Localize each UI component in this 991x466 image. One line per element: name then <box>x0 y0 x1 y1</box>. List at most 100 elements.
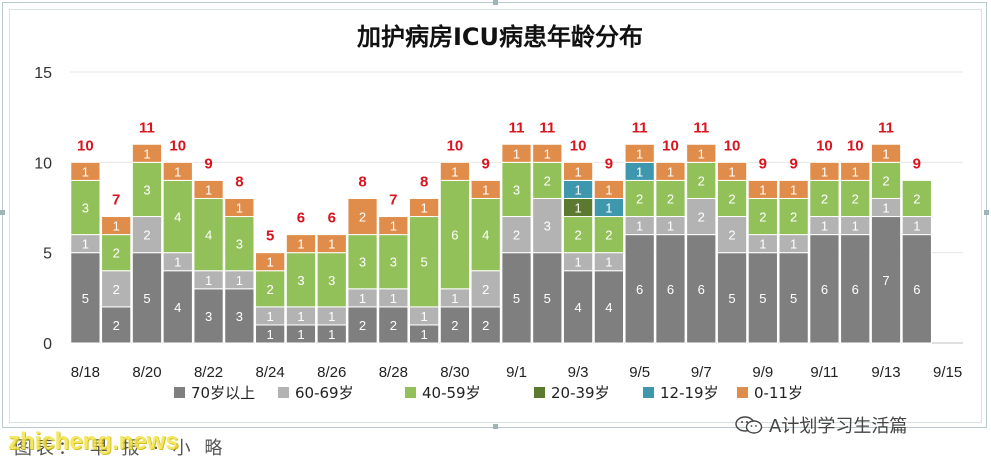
data-label: 3 <box>143 182 150 197</box>
data-label: 1 <box>882 201 889 216</box>
footer: 图表： 早 报 · 小 略 zhicheng.news A计划学习生活篇 <box>0 416 991 466</box>
data-label: 3 <box>205 309 212 324</box>
chart-frame-inner <box>9 9 982 423</box>
bar-segment <box>778 179 809 199</box>
data-label: 1 <box>236 201 243 216</box>
data-label: 1 <box>267 309 274 324</box>
bar-segment <box>408 197 440 218</box>
data-label: 1 <box>636 146 643 161</box>
data-label: 1 <box>143 146 150 161</box>
data-label: 1 <box>421 309 428 324</box>
data-label: 7 <box>882 273 889 288</box>
data-label: 1 <box>698 146 705 161</box>
resize-handle-bottom[interactable] <box>493 424 498 429</box>
data-label: 2 <box>698 173 705 188</box>
bar-segment <box>101 270 132 308</box>
total-label: 11 <box>509 119 525 136</box>
data-label: 1 <box>728 164 735 179</box>
wechat-account-name: A计划学习生活篇 <box>769 416 908 437</box>
data-label: 1 <box>390 219 397 234</box>
x-tick-label: 9/3 <box>568 364 589 381</box>
legend-label: 60-69岁 <box>295 384 354 402</box>
bar-segment <box>470 179 501 199</box>
data-label: 5 <box>143 291 150 306</box>
data-label: 2 <box>113 318 120 333</box>
data-label: 1 <box>236 273 243 288</box>
data-label: 1 <box>852 164 859 179</box>
data-label: 1 <box>636 219 643 234</box>
data-label: 2 <box>113 246 120 261</box>
bar-segment <box>470 197 501 272</box>
bar-segment <box>224 216 255 272</box>
legend-label: 70岁以上 <box>191 384 255 402</box>
legend-swatch <box>534 387 545 398</box>
data-label: 1 <box>636 164 643 179</box>
data-label: 1 <box>82 237 89 252</box>
bar-segment <box>255 252 286 272</box>
data-label: 2 <box>267 282 274 297</box>
data-label: 1 <box>605 201 612 216</box>
data-label: 2 <box>482 282 489 297</box>
data-label: 2 <box>913 191 920 206</box>
data-label: 1 <box>174 255 181 270</box>
legend-swatch <box>278 387 289 398</box>
data-label: 2 <box>482 318 489 333</box>
total-label: 9 <box>605 155 613 172</box>
data-label: 3 <box>236 309 243 324</box>
data-label: 1 <box>451 291 458 306</box>
data-label: 4 <box>174 300 181 315</box>
bar-segment <box>347 197 378 236</box>
data-label: 1 <box>821 164 828 179</box>
data-label: 6 <box>667 282 674 297</box>
bar-segment <box>101 234 132 272</box>
data-label: 6 <box>913 282 920 297</box>
data-label: 2 <box>759 210 766 225</box>
data-label: 1 <box>328 309 335 324</box>
data-label: 2 <box>359 210 366 225</box>
total-label: 6 <box>328 210 336 227</box>
data-label: 5 <box>790 291 797 306</box>
resize-handle-top[interactable] <box>493 0 498 5</box>
legend-label: 40-59岁 <box>422 384 481 402</box>
data-label: 2 <box>728 228 735 243</box>
data-label: 2 <box>728 191 735 206</box>
bar-segment <box>870 216 902 344</box>
data-label: 5 <box>728 291 735 306</box>
data-label: 1 <box>544 146 551 161</box>
bar-segment <box>532 143 563 163</box>
data-label: 2 <box>113 282 120 297</box>
data-label: 3 <box>297 273 304 288</box>
data-label: 4 <box>174 210 181 225</box>
bar-segment <box>655 179 686 218</box>
data-label: 2 <box>143 228 150 243</box>
data-label: 1 <box>482 182 489 197</box>
y-axis: 0 5 10 15 <box>34 65 52 353</box>
data-label: 2 <box>667 191 674 206</box>
data-label: 6 <box>852 282 859 297</box>
data-label: 2 <box>636 191 643 206</box>
data-label: 1 <box>759 182 766 197</box>
resize-handle-right[interactable] <box>984 210 989 215</box>
total-label: 10 <box>570 137 587 154</box>
legend-label: 0-11岁 <box>754 384 803 402</box>
data-label: 2 <box>821 191 828 206</box>
bar-segment <box>439 161 471 181</box>
bar-segment <box>224 197 255 218</box>
bar-segment <box>901 179 932 218</box>
data-label: 1 <box>205 273 212 288</box>
data-label: 3 <box>390 255 397 270</box>
total-label: 11 <box>693 119 709 136</box>
bar-segment <box>532 161 563 199</box>
total-label: 9 <box>789 155 797 172</box>
bar-segment <box>809 179 840 218</box>
bar-segment <box>316 234 347 254</box>
bar-segment <box>686 197 717 236</box>
data-label: 1 <box>113 219 120 234</box>
bar-segment <box>101 216 132 236</box>
total-label: 8 <box>358 173 366 190</box>
chart-title: 加护病房ICU病患年龄分布 <box>357 23 643 51</box>
bar-segment <box>162 270 193 344</box>
resize-handle-left[interactable] <box>0 210 5 215</box>
bar-segment <box>408 216 440 308</box>
